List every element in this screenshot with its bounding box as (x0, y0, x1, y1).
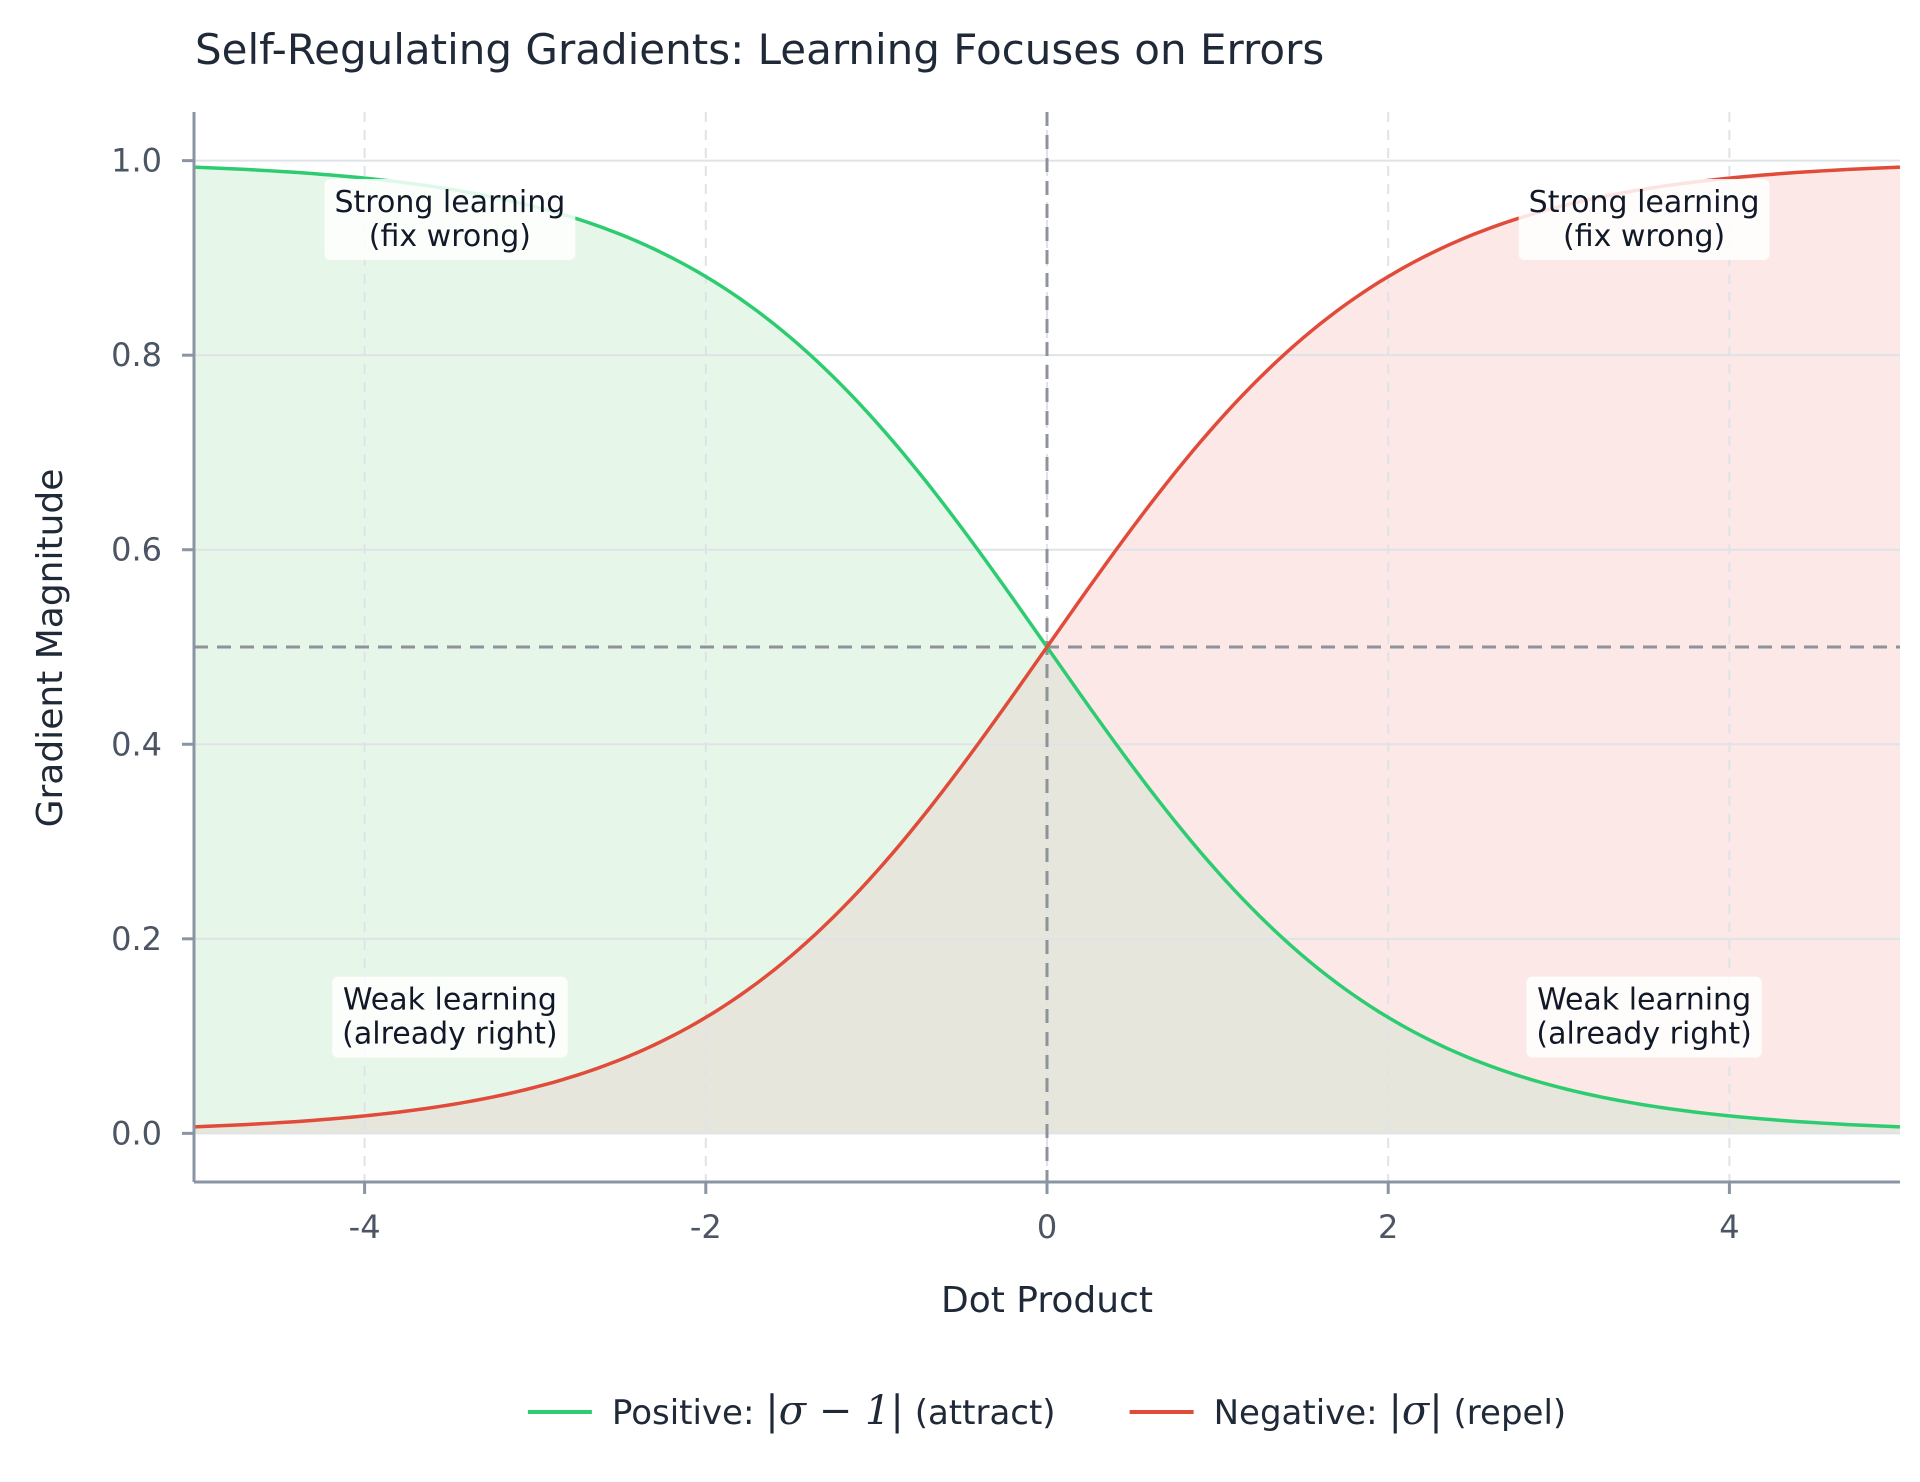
negative-data-point (1045, 645, 1049, 649)
legend-label: Negative: |σ| (repel) (1214, 1388, 1567, 1434)
annotation-text: Weak learning (343, 983, 557, 1018)
negative-data-point (533, 1086, 537, 1090)
positive-data-point (1386, 1016, 1390, 1020)
legend-label-math: |σ − 1| (765, 1388, 904, 1434)
negative-data-point (448, 1103, 452, 1107)
positive-data-point (1301, 954, 1305, 958)
positive-data-point (1898, 1125, 1902, 1129)
positive-data-point (1472, 1057, 1476, 1061)
legend-label-suffix: (repel) (1443, 1393, 1566, 1433)
positive-data-point (1130, 764, 1134, 768)
positive-data-point (1216, 870, 1220, 874)
annotation-box (324, 179, 576, 260)
negative-data-point (789, 954, 793, 958)
legend-label: Positive: |σ − 1| (attract) (612, 1388, 1056, 1434)
y-axis-label: Gradient Magnitude (30, 469, 71, 828)
positive-data-point (1727, 1114, 1731, 1118)
plot-area: 0.0 0.2 0.4 0.6 0.8 1.0 -4 -2 0 2 4 Strong learning… (111, 112, 1902, 1246)
negative-data-point (277, 1121, 281, 1125)
annotation-text: (already right) (1536, 1017, 1751, 1052)
negative-data-point (1216, 420, 1220, 424)
legend-entry: Negative: |σ| (repel) (1129, 1388, 1567, 1434)
positive-data-point (1813, 1121, 1817, 1125)
negative-data-point (960, 764, 964, 768)
legend-label-math: |σ| (1388, 1388, 1442, 1434)
negative-data-point (1386, 274, 1390, 278)
negative-data-point (874, 870, 878, 874)
positive-data-point (874, 420, 878, 424)
annotation-text: (fix wrong) (1563, 219, 1725, 254)
annotation-text: Strong learning (334, 185, 565, 220)
positive-data-point (277, 169, 281, 173)
positive-data-point (704, 274, 708, 278)
x-tick-label: 2 (1378, 1208, 1398, 1246)
annotation-box (332, 976, 568, 1058)
y-tick-label: 0.2 (111, 920, 162, 958)
y-tick-label: 0.4 (111, 725, 162, 763)
negative-data-point (363, 1114, 367, 1118)
annotation-text: Strong learning (1529, 185, 1760, 220)
legend-label-prefix: Positive: (612, 1393, 765, 1433)
negative-data-point (619, 1057, 623, 1061)
annotation: Strong learning(fix wrong) (324, 179, 576, 260)
annotation-text: Weak learning (1537, 983, 1751, 1018)
chart-title: Self-Regulating Gradients: Learning Focu… (195, 25, 1324, 74)
legend-label-prefix: Negative: (1214, 1393, 1389, 1433)
y-tick-label: 0.8 (111, 336, 162, 374)
annotation-box (1526, 976, 1762, 1058)
negative-data-point (1898, 165, 1902, 169)
legend-entry: Positive: |σ − 1| (attract) (527, 1388, 1056, 1434)
positive-data-point (1557, 1086, 1561, 1090)
negative-data-point (1472, 233, 1476, 237)
y-tick-label: 1.0 (111, 142, 162, 180)
annotation: Weak learning(already right) (1526, 976, 1762, 1058)
annotation-text: (already right) (342, 1017, 557, 1052)
y-tick-label: 0.0 (111, 1114, 162, 1152)
x-axis-label: Dot Product (941, 1280, 1153, 1321)
annotation: Weak learning(already right) (332, 976, 568, 1058)
negative-data-point (704, 1016, 708, 1020)
x-tick-label: -2 (690, 1208, 722, 1246)
y-tick-label: 0.6 (111, 531, 162, 569)
legend: Positive: |σ − 1| (attract) Negative: |σ|… (527, 1388, 1567, 1434)
annotation: Strong learning(fix wrong) (1518, 179, 1770, 260)
negative-data-point (1813, 169, 1817, 173)
legend-label-suffix: (attract) (904, 1393, 1056, 1433)
positive-data-point (960, 526, 964, 530)
positive-data-point (1642, 1103, 1646, 1107)
negative-data-point (1301, 336, 1305, 340)
x-tick-label: 4 (1719, 1208, 1739, 1246)
negative-data-point (1130, 526, 1134, 530)
annotation-box (1518, 179, 1770, 260)
annotation-text: (fix wrong) (369, 219, 531, 254)
x-tick-label: 0 (1037, 1208, 1057, 1246)
positive-data-point (789, 336, 793, 340)
x-tick-label: -4 (349, 1208, 381, 1246)
positive-data-point (619, 233, 623, 237)
